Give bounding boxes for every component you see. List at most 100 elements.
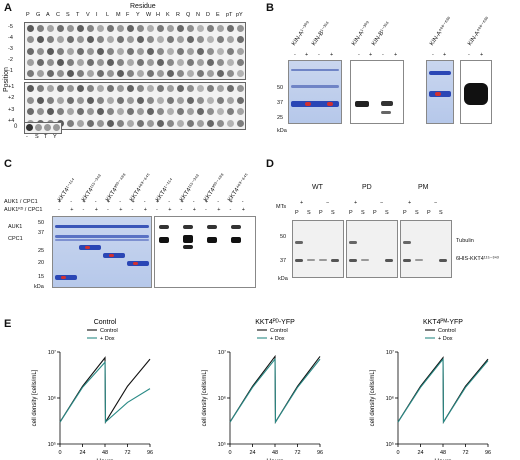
array-spot [26, 36, 34, 44]
array-spot [26, 69, 34, 77]
position-label: -5 [8, 23, 13, 30]
array-spot [216, 96, 224, 104]
array-spot [156, 85, 164, 93]
sign: + [241, 207, 245, 213]
array-spot [66, 119, 74, 127]
x-tick-label: 48 [272, 450, 278, 456]
array-spot [176, 36, 184, 44]
array-spot [136, 47, 144, 55]
residue-label: G [36, 12, 41, 18]
array-spot [216, 119, 224, 127]
lane-sign: + [369, 52, 373, 58]
zero-residue-label: T [44, 134, 48, 140]
array-spot [96, 85, 104, 93]
array-spot [226, 69, 234, 77]
sign: + [217, 207, 221, 213]
array-spot [26, 96, 34, 104]
residue-label: M [116, 12, 121, 18]
array-spot [136, 25, 144, 33]
array-spot [46, 108, 54, 116]
array-spot [146, 25, 154, 33]
array-spot [126, 69, 134, 77]
array-spot [116, 36, 124, 44]
y-tick-label: 10⁶ [386, 395, 394, 402]
residue-label: I [96, 12, 98, 18]
array-spot [206, 119, 214, 127]
array-spot [126, 58, 134, 66]
array-spot [66, 108, 74, 116]
array-spot [136, 69, 144, 77]
x-tick-label: 24 [249, 450, 255, 456]
array-spot [96, 58, 104, 66]
autoradiograph-blot-right [460, 60, 492, 124]
array-spot [66, 96, 74, 104]
residue-label: N [196, 12, 200, 18]
sign: - [82, 207, 85, 213]
position-label: -1 [8, 68, 13, 75]
array-spot [216, 58, 224, 66]
lane-sign: - [468, 52, 470, 58]
array-spot [86, 36, 94, 44]
ps-label: S [331, 210, 335, 216]
array-spot [146, 47, 154, 55]
x-tick-label: 24 [79, 450, 85, 456]
array-spot [66, 69, 74, 77]
mts-sign: + [354, 200, 358, 206]
array-spot [186, 36, 194, 44]
gel-pm [400, 220, 452, 278]
band-label-kkt4: 6HIS-KKT4¹¹⁵⁻³⁴³ [456, 256, 499, 262]
sign: - [58, 207, 60, 213]
array-spot [166, 96, 174, 104]
coomassie-gel-right [426, 60, 454, 124]
residue-label: W [146, 12, 152, 18]
mts-and-ps-labels: + − + − + − P S P S P S P S P S P S [292, 198, 450, 218]
autoradiograph-blot [154, 216, 256, 288]
legend-label: + Dox [438, 336, 453, 342]
mts-sign: − [434, 200, 438, 206]
residue-label: F [126, 12, 130, 18]
residue-label: V [86, 12, 90, 18]
array-spot [76, 119, 84, 127]
sign: + [180, 199, 184, 205]
array-spot [166, 47, 174, 55]
residue-label: S [66, 12, 70, 18]
residue-label: L [106, 12, 110, 18]
array-spot [56, 108, 64, 116]
array-spot [76, 96, 84, 104]
group-label: WT [312, 184, 323, 191]
array-spot [96, 69, 104, 77]
residue-label: T [76, 12, 80, 18]
array-spot [236, 108, 244, 116]
array-spot [116, 47, 124, 55]
sign: - [94, 199, 97, 205]
residue-label: C [56, 12, 60, 18]
construct-label: KIN-B¹⁻³¹⁶ [311, 20, 332, 47]
array-spot [126, 119, 134, 127]
legend-label: Control [100, 328, 118, 334]
series-line-dox [59, 360, 151, 424]
array-spot [146, 69, 154, 77]
array-spot [146, 85, 154, 93]
array-spot [106, 108, 114, 116]
array-spot [76, 58, 84, 66]
array-spot [136, 96, 144, 104]
sign: + [192, 207, 196, 213]
x-axis-label: Hours [434, 458, 452, 460]
panel-e-letter: E [4, 318, 12, 330]
panel-b-letter: B [266, 2, 274, 14]
sign: + [82, 199, 86, 205]
legend-label: Control [438, 328, 456, 334]
array-spot [136, 119, 144, 127]
array-spot [166, 36, 174, 44]
array-spot [176, 96, 184, 104]
array-spot [226, 108, 234, 116]
sign: - [241, 199, 244, 205]
row-label-auk1: AUK1 / CPC1 [4, 199, 38, 205]
lane-sign: + [443, 52, 447, 58]
legend-label: + Dox [100, 336, 115, 342]
peptide-array-zero [24, 122, 62, 134]
array-spot [236, 96, 244, 104]
array-spot [46, 47, 54, 55]
sign: - [168, 199, 171, 205]
